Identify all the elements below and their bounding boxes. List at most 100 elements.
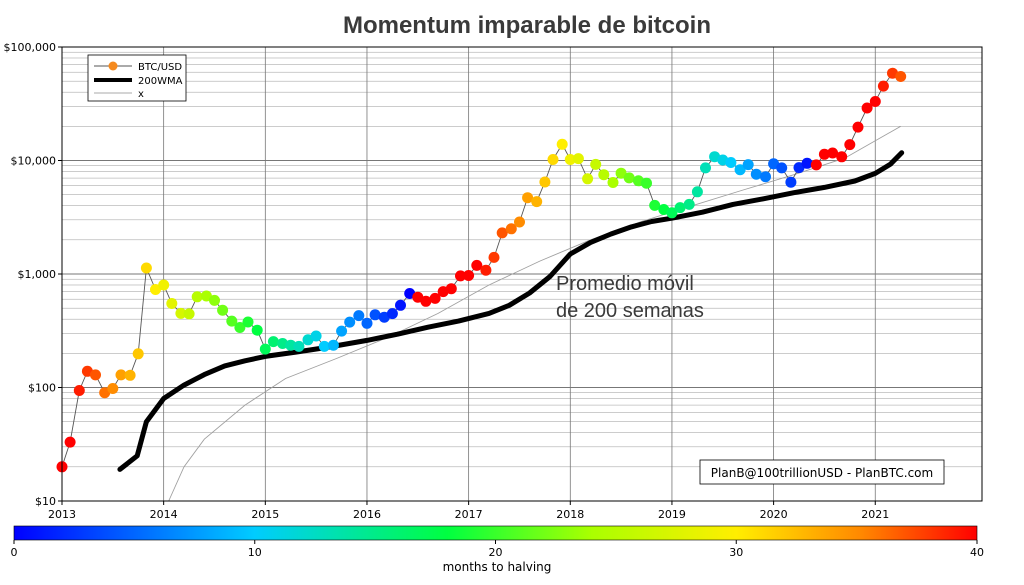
colorbar-tick-label: 0 — [11, 546, 18, 559]
colorbar: 0 10 20 30 40 months to halving — [11, 525, 984, 574]
btc-point — [242, 316, 254, 328]
btc-point — [649, 199, 661, 211]
btc-point — [793, 162, 805, 174]
btc-point — [818, 148, 830, 160]
btc-point — [895, 71, 907, 82]
btc-point — [564, 154, 576, 165]
btc-point — [107, 383, 119, 394]
btc-point — [183, 308, 195, 320]
btc-point — [386, 308, 398, 320]
btc-point — [251, 324, 263, 336]
btc-point — [768, 158, 780, 170]
y-tick-label: $10,000 — [11, 155, 57, 168]
btc-point — [734, 164, 746, 176]
btc-point — [844, 139, 856, 151]
btc-point — [132, 348, 144, 360]
x-tick-label: 2015 — [251, 508, 279, 521]
btc-point — [90, 369, 101, 381]
btc-point — [267, 336, 279, 348]
y-tick-label: $10 — [35, 495, 56, 508]
btc-point — [455, 270, 466, 282]
btc-point — [539, 176, 551, 188]
btc-point — [429, 292, 441, 304]
x-tick-label: 2016 — [353, 508, 381, 521]
btc-point — [496, 227, 508, 239]
btc-point — [522, 192, 534, 204]
btc-point — [700, 162, 711, 174]
btc-point — [750, 168, 762, 180]
x-tick-label: 2021 — [861, 508, 889, 521]
btc-point — [582, 173, 594, 185]
btc-point — [420, 295, 432, 307]
btc-point — [471, 259, 483, 271]
legend-btc-marker — [108, 61, 118, 71]
btc-point — [836, 151, 848, 163]
x-axis: 2013 2014 2015 2016 2017 2018 2019 2020 2021 — [48, 501, 889, 521]
btc-point — [259, 343, 271, 355]
chart-title: Momentum imparable de bitcoin — [343, 12, 711, 39]
btc-point — [547, 154, 559, 165]
btc-point — [852, 121, 864, 133]
btc-point — [412, 291, 424, 303]
btc-point — [505, 223, 517, 235]
btc-point — [293, 340, 305, 352]
btc-point — [531, 196, 543, 208]
btc-point — [175, 307, 187, 319]
btc-point — [310, 330, 322, 342]
credit-box: PlanB@100trillionUSD - PlanBTC.com — [699, 459, 945, 485]
x-tick-label: 2020 — [760, 508, 788, 521]
legend: BTC/USD 200WMA x — [87, 54, 187, 102]
x-tick-label: 2013 — [48, 508, 76, 521]
btc-point — [666, 207, 678, 219]
btc-point — [395, 299, 406, 311]
btc-point — [327, 339, 339, 351]
y-tick-label: $100 — [28, 382, 56, 395]
btc-point — [785, 176, 797, 188]
btc-point — [514, 216, 525, 228]
btc-point — [209, 294, 220, 306]
btc-point — [683, 198, 695, 210]
btc-point — [869, 96, 881, 107]
btc-point — [369, 309, 381, 321]
btc-point — [318, 340, 330, 352]
colorbar-label: months to halving — [443, 560, 552, 574]
btc-point — [488, 251, 500, 263]
btc-point — [200, 290, 212, 302]
btc-point — [810, 159, 822, 171]
btc-point — [725, 157, 737, 168]
btc-point — [691, 186, 703, 198]
btc-point — [572, 153, 584, 165]
btc-point — [463, 270, 475, 281]
legend-label-x: x — [138, 89, 144, 100]
grid — [61, 47, 982, 502]
btc-point — [607, 177, 619, 188]
btc-point — [344, 316, 356, 328]
colorbar-tick-label: 20 — [489, 546, 503, 559]
btc-point — [480, 264, 492, 276]
btc-point — [115, 369, 127, 381]
btc-point — [140, 262, 152, 274]
y-axis: $10 $100 $1,000 $10,000 $100,000 — [4, 41, 62, 508]
btc-point — [877, 80, 889, 92]
series-200wma-line — [117, 150, 905, 472]
btc-point — [217, 304, 229, 316]
btc-point — [598, 169, 610, 181]
btc-point — [623, 172, 635, 184]
btc-point — [445, 283, 457, 295]
btc-point — [73, 385, 85, 396]
btc-point — [590, 158, 602, 170]
btc-point — [191, 291, 203, 303]
btc-point — [353, 310, 365, 322]
btc-point — [556, 138, 568, 150]
series-x-line — [168, 125, 901, 502]
x-tick-label: 2019 — [658, 508, 686, 521]
data-points — [56, 67, 907, 473]
colorbar-gradient — [13, 525, 978, 541]
colorbar-tick-label: 10 — [248, 546, 262, 559]
annotation-line-1: Promedio móvil — [556, 273, 694, 295]
btc-point — [827, 147, 839, 159]
btc-point — [64, 436, 76, 448]
x-tick-label: 2017 — [455, 508, 483, 521]
btc-point — [336, 325, 348, 337]
btc-point — [674, 202, 686, 214]
